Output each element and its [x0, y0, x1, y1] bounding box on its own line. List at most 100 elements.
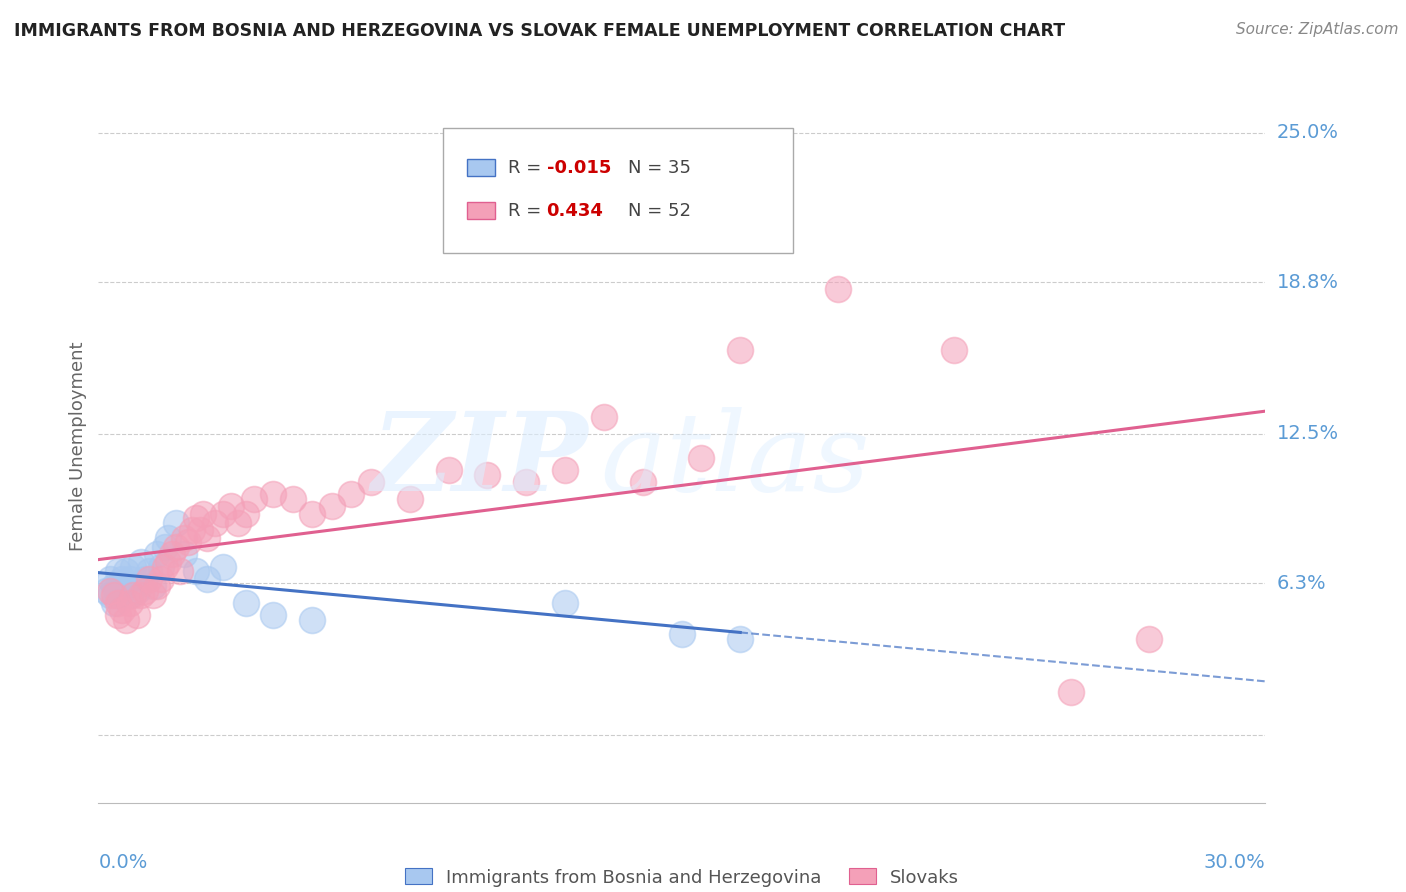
Text: R =: R = [508, 159, 547, 177]
Point [142, 579, 165, 593]
Point [188, 524, 211, 538]
Text: N = 35: N = 35 [628, 159, 692, 177]
Text: atlas: atlas [600, 407, 870, 514]
Point [301, 613, 323, 627]
Point [98, 589, 121, 603]
Point [134, 572, 156, 586]
Point [129, 589, 152, 603]
Text: N = 52: N = 52 [628, 202, 692, 219]
Point [398, 491, 420, 506]
Text: 30.0%: 30.0% [1204, 853, 1265, 871]
Point [671, 627, 693, 641]
Point [162, 548, 184, 562]
Point [118, 596, 141, 610]
Point [262, 607, 284, 622]
Point [180, 524, 202, 538]
Point [103, 589, 125, 603]
Point [111, 583, 134, 598]
Point [146, 579, 169, 593]
Point [153, 541, 176, 555]
Text: 0.0%: 0.0% [98, 853, 148, 871]
Point [1137, 632, 1160, 646]
Point [157, 531, 180, 545]
Point [195, 531, 218, 545]
Text: 6.3%: 6.3% [1277, 574, 1326, 593]
Point [321, 500, 343, 514]
Point [281, 491, 304, 506]
Point [219, 500, 242, 514]
Point [103, 596, 125, 610]
Point [111, 572, 134, 586]
Point [111, 603, 134, 617]
Point [173, 548, 195, 562]
Point [177, 535, 200, 549]
Point [114, 565, 136, 579]
Point [146, 548, 169, 562]
Point [301, 507, 323, 521]
Point [1060, 685, 1083, 699]
FancyBboxPatch shape [467, 159, 495, 177]
Point [204, 516, 226, 530]
Point [165, 516, 187, 530]
Point [195, 572, 218, 586]
Point [730, 632, 752, 646]
Point [554, 463, 576, 477]
Point [340, 487, 363, 501]
Point [107, 607, 129, 622]
Point [107, 565, 129, 579]
Point [943, 343, 966, 357]
Point [127, 583, 149, 598]
Text: ZIP: ZIP [373, 407, 589, 514]
Point [690, 451, 713, 466]
Point [118, 589, 141, 603]
Point [212, 559, 235, 574]
Point [184, 511, 207, 525]
FancyBboxPatch shape [467, 202, 495, 219]
Point [730, 343, 752, 357]
Point [631, 475, 654, 490]
Point [127, 607, 149, 622]
Point [114, 576, 136, 591]
Point [827, 282, 849, 296]
Point [165, 541, 187, 555]
Point [107, 579, 129, 593]
Point [118, 572, 141, 586]
Point [107, 589, 129, 603]
Point [107, 596, 129, 610]
Point [153, 559, 176, 574]
Point [96, 583, 118, 598]
Text: IMMIGRANTS FROM BOSNIA AND HERZEGOVINA VS SLOVAK FEMALE UNEMPLOYMENT CORRELATION: IMMIGRANTS FROM BOSNIA AND HERZEGOVINA V… [14, 22, 1066, 40]
Point [593, 410, 616, 425]
Point [122, 559, 145, 574]
Point [515, 475, 537, 490]
Point [228, 516, 250, 530]
Point [262, 487, 284, 501]
Point [184, 565, 207, 579]
Point [169, 565, 191, 579]
Point [193, 507, 215, 521]
Text: 18.8%: 18.8% [1277, 273, 1339, 292]
Text: -0.015: -0.015 [547, 159, 612, 177]
Point [243, 491, 266, 506]
Point [149, 559, 172, 574]
Point [138, 565, 160, 579]
Point [122, 589, 145, 603]
Text: R =: R = [508, 202, 547, 219]
Point [477, 467, 499, 482]
Point [173, 531, 195, 545]
Point [554, 596, 576, 610]
Point [437, 463, 460, 477]
Point [142, 589, 165, 603]
Point [129, 555, 152, 569]
Point [138, 572, 160, 586]
Point [103, 579, 125, 593]
Point [235, 507, 257, 521]
Text: Source: ZipAtlas.com: Source: ZipAtlas.com [1236, 22, 1399, 37]
Point [98, 572, 121, 586]
FancyBboxPatch shape [443, 128, 793, 253]
Point [157, 555, 180, 569]
Point [212, 507, 235, 521]
Point [98, 583, 121, 598]
Point [134, 583, 156, 598]
Legend: Immigrants from Bosnia and Herzegovina, Slovaks: Immigrants from Bosnia and Herzegovina, … [405, 868, 959, 887]
